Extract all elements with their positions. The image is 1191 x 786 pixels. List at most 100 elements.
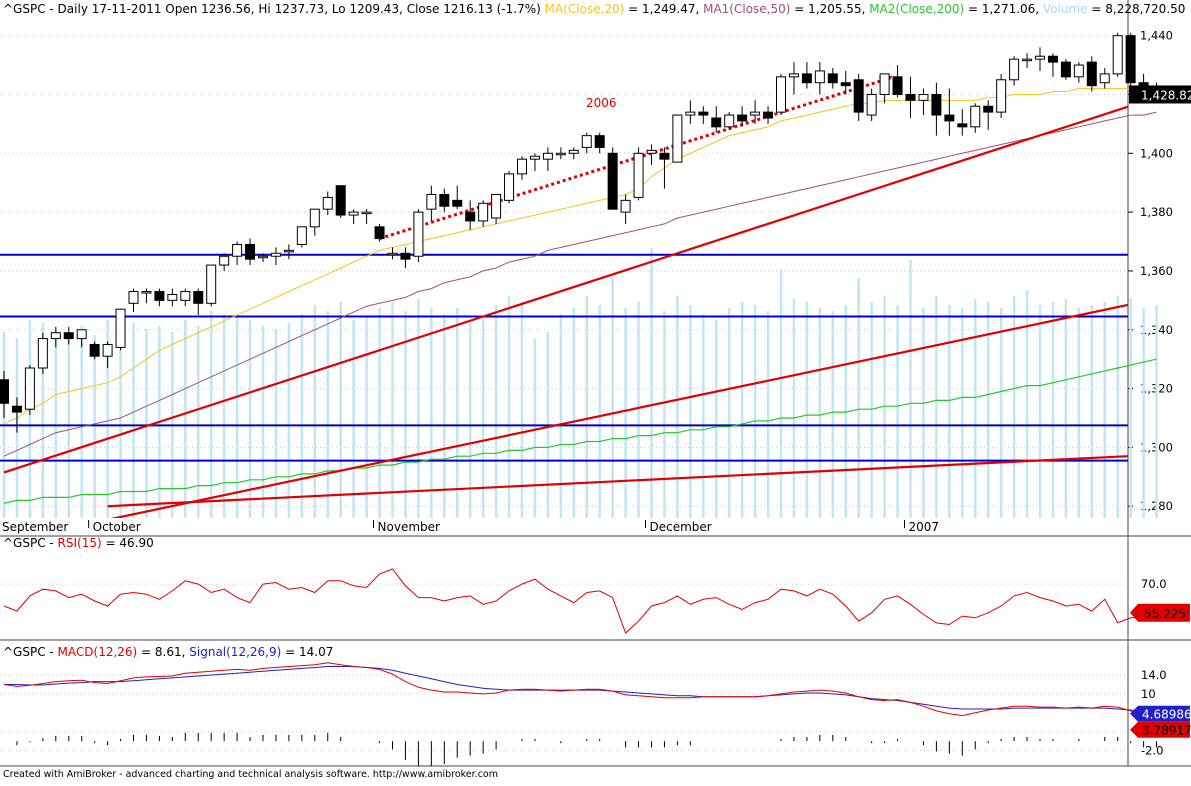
candle-body (11, 405, 22, 413)
candle-body (517, 158, 527, 175)
candle-body (659, 152, 670, 160)
candle-body (1022, 58, 1033, 62)
candle-body (1035, 55, 1045, 60)
candle-body (620, 199, 631, 213)
candle-body (452, 199, 463, 207)
signal-value-box (1130, 705, 1190, 722)
candle-body (957, 123, 968, 128)
header-info: - Daily 17-11-2011 Open 1236.56, Hi 1237… (46, 2, 545, 16)
y-tick-label: 70.0 (1141, 577, 1167, 591)
candle-body (1099, 73, 1110, 84)
header-ma200-name: MA2(Close,200) (869, 2, 964, 16)
candle-body (1086, 61, 1097, 87)
header-volume-value: = 8,228,720.50 (1088, 2, 1186, 16)
signal-value-label: 4.68986 (1142, 708, 1191, 722)
candle-body (478, 202, 489, 222)
candle-body (866, 93, 877, 116)
candle-body (568, 149, 579, 154)
candle-body (232, 243, 243, 257)
rsi-value-box (1130, 603, 1190, 622)
candle-body (555, 152, 566, 156)
candle-body (37, 338, 48, 369)
price-pane-header: ^GSPC - Daily 17-11-2011 Open 1236.56, H… (3, 2, 1185, 16)
candle-body (996, 79, 1007, 113)
candle-body (167, 293, 178, 301)
header-ma20-value: = 1,249.47, (624, 2, 703, 16)
signal-header-value: = 14.07 (281, 645, 333, 659)
y-tick-label: 1,440 (1140, 29, 1173, 43)
y-tick-label: 1,400 (1140, 146, 1173, 160)
candle-body (0, 379, 9, 404)
x-axis-label: 2007 (909, 520, 940, 534)
candle-body (141, 291, 152, 294)
candle-body (879, 73, 890, 95)
candle-body (931, 93, 942, 116)
macd-header-name: MACD(12,26) (58, 645, 138, 659)
rsi-pane-header: ^GSPC - RSI(15) = 46.90 (3, 536, 154, 550)
candle-body (801, 73, 812, 84)
candle-body (63, 332, 74, 340)
candle-body (827, 73, 838, 84)
macd-line (3, 662, 1157, 718)
candle-body (348, 211, 359, 216)
candle-body (115, 308, 126, 348)
x-axis-label: October (93, 520, 141, 534)
header-ma200-value: = 1,271.06, (964, 2, 1043, 16)
x-axis-label: November (378, 520, 440, 534)
candle-body (1112, 35, 1123, 75)
candle-body (400, 252, 411, 260)
candle-body (840, 82, 851, 87)
candle-body (698, 111, 709, 116)
candle-body (737, 114, 748, 122)
candle-body (180, 291, 191, 301)
footer-credit: Created with AmiBroker - advanced charti… (3, 769, 498, 780)
y-tick-label: 14.0 (1141, 668, 1167, 682)
candle-body (24, 367, 35, 410)
candle-body (724, 114, 735, 128)
y-tick-label: -2.0 (1141, 744, 1163, 758)
y-tick-label: 1,380 (1140, 205, 1173, 219)
candle-body (439, 193, 450, 207)
x-axis-label: December (650, 520, 712, 534)
candle-body (413, 211, 424, 257)
last-price-box (1129, 85, 1191, 104)
macd-pane-header: ^GSPC - MACD(12,26) = 8.61, Signal(12,26… (3, 645, 333, 659)
candle-body (944, 114, 955, 122)
ma20-line (3, 88, 1157, 425)
candle-body (1047, 55, 1058, 63)
candle-body (646, 149, 657, 154)
candle-body (776, 76, 786, 113)
signal-header-name: Signal(12,26,9) (189, 645, 281, 659)
candle-body (361, 211, 372, 215)
header-volume-name: Volume (1043, 2, 1088, 16)
candle-body (283, 249, 294, 253)
rsi-value-label: 55.225 (1144, 607, 1186, 621)
candle-body (892, 76, 903, 95)
candle-body (206, 264, 217, 304)
candle-body (193, 291, 204, 304)
header-symbol: ^GSPC (3, 2, 46, 16)
last-price-label: 1,428.82 (1141, 88, 1191, 102)
candle-body (102, 343, 113, 357)
candle-body (542, 152, 553, 160)
candle-body (529, 155, 540, 160)
macd-value-box (1130, 721, 1190, 738)
candle-body (89, 343, 100, 357)
trend-line (107, 455, 1128, 508)
candle-body (581, 135, 592, 148)
y-tick-label: 10 (1141, 687, 1156, 701)
candle-body (245, 243, 256, 260)
rsi-line (3, 568, 1157, 634)
candle-body (387, 252, 398, 256)
macd-header-symbol: ^GSPC - (3, 645, 58, 659)
rsi-pane: 70.0 55.225 ^GSPC - RSI(15) = 46.90 (0, 536, 1190, 634)
candle-body (491, 193, 502, 219)
rsi-header-symbol: ^GSPC - (3, 536, 58, 550)
candle-body (504, 173, 515, 201)
candle-body (750, 111, 761, 116)
x-axis-label: September (2, 520, 68, 534)
macd-header-value: = 8.61, (137, 645, 189, 659)
rsi-header-value: = 46.90 (102, 536, 154, 550)
